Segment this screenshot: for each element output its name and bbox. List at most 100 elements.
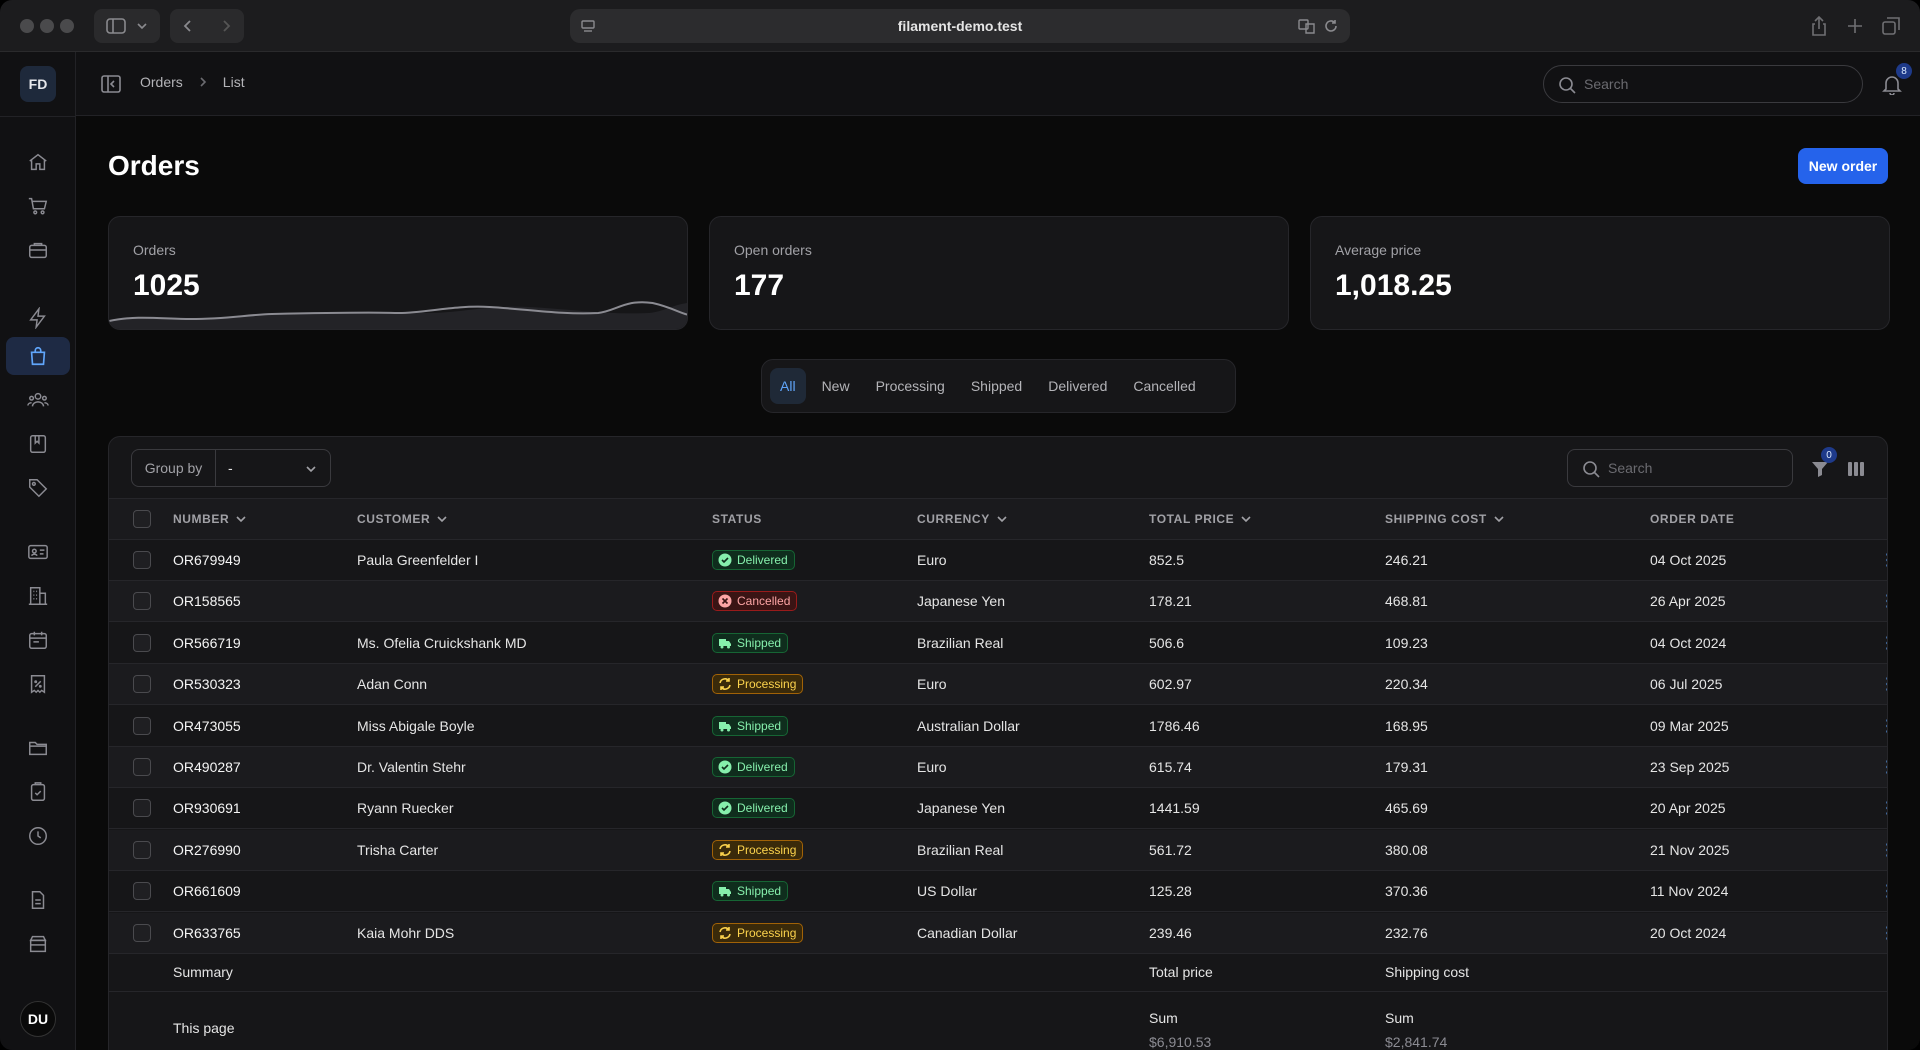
home-icon [29,153,47,171]
nav-shop[interactable] [6,187,70,225]
order-number: OR473055 [173,717,241,734]
table-row[interactable]: OR473055 Miss Abigale Boyle Shipped Austral… [109,706,1887,747]
status-badge: Delivered [712,798,795,819]
row-checkbox[interactable] [133,799,151,818]
brand-logo[interactable]: FD [20,66,56,102]
table-search-input[interactable]: Search [1567,449,1793,487]
table-row[interactable]: OR276990 Trisha Carter Processing Brazilian… [109,829,1888,871]
bell-icon[interactable] [1881,73,1903,95]
column-customer[interactable]: CUSTOMER [357,512,448,526]
nav-files[interactable] [6,729,70,767]
nav-discounts[interactable] [6,665,70,703]
row-checkbox[interactable] [133,592,151,611]
close-window-button[interactable] [20,19,34,33]
group-by-select[interactable]: Group by - [131,449,331,487]
summary-label: Summary [173,964,233,980]
nav-contacts[interactable] [6,533,70,571]
global-search-input[interactable]: Search [1543,65,1863,103]
order-date: 06 Jul 2025 [1650,676,1723,693]
row-actions-icon[interactable] [1879,551,1888,569]
new-tab-icon[interactable] [1844,15,1866,37]
column-number[interactable]: NUMBER [173,512,247,526]
nav-history[interactable] [6,817,70,855]
sidebar-toggle-button[interactable] [94,9,160,43]
table-row[interactable]: OR661609 Shipped US Dollar 125.28 370.36 11 N… [109,871,1888,913]
tab-shipped[interactable]: Shipped [970,378,1023,394]
table-row[interactable]: OR930691 Ryann Ruecker Delivered Japanese Y… [109,788,1888,830]
forward-icon[interactable] [219,19,233,33]
nav-companies[interactable] [6,577,70,615]
shipping-cost: 468.81 [1385,593,1428,610]
back-icon[interactable] [181,19,195,33]
row-actions-icon[interactable] [1879,634,1888,652]
order-number: OR661609 [173,883,241,900]
summary-shipping-label: Shipping cost [1385,964,1470,980]
tab-all[interactable]: All [770,368,806,404]
table-row[interactable]: OR530323 Adan Conn Processing Euro 602.97 220… [109,664,1888,706]
row-checkbox[interactable] [133,840,151,859]
nav-tags[interactable] [6,469,70,507]
nav-customers[interactable] [6,381,70,419]
table-row[interactable]: OR566719 Ms. Ofelia Cruickshank MD Shipped… [109,623,1887,664]
columns-icon[interactable] [1846,459,1866,479]
nav-blog[interactable] [6,425,70,463]
row-checkbox[interactable] [133,675,151,694]
row-actions-icon[interactable] [1879,924,1888,942]
user-avatar[interactable]: DU [20,1001,56,1037]
breadcrumb-orders[interactable]: Orders [140,74,183,90]
row-actions-icon[interactable] [1879,882,1888,900]
tab-delivered[interactable]: Delivered [1048,378,1108,394]
column-total-price[interactable]: TOTAL PRICE [1149,512,1252,526]
tab-processing[interactable]: Processing [875,378,945,394]
row-actions-icon[interactable] [1879,717,1888,735]
address-bar[interactable]: filament-demo.test [570,9,1350,43]
table-row[interactable]: OR633765 Kaia Mohr DDS Processing Canadian … [109,912,1888,954]
new-order-button[interactable]: New order [1798,148,1888,184]
nav-documents[interactable] [6,881,70,919]
row-actions-icon[interactable] [1879,799,1888,817]
nav-events[interactable] [6,621,70,659]
share-icon[interactable] [1808,15,1830,37]
column-currency[interactable]: CURRENCY [917,512,1008,526]
row-checkbox[interactable] [133,923,151,942]
truck-icon [718,884,732,898]
tab-overview-icon[interactable] [1880,15,1902,37]
row-actions-icon[interactable] [1879,841,1888,859]
order-date: 04 Oct 2024 [1650,634,1727,651]
tab-new[interactable]: New [821,378,850,394]
row-actions-icon[interactable] [1879,758,1888,776]
zoom-window-button[interactable] [60,19,74,33]
shipping-cost: 109.23 [1385,634,1428,651]
nav-briefcase[interactable] [6,231,70,269]
status-badge: Shipped [712,715,789,736]
row-checkbox[interactable] [133,882,151,901]
table-row[interactable]: OR679949 Paula Greenfelder I Delivered Euro… [109,540,1887,581]
select-all-checkbox[interactable] [133,510,151,528]
row-actions-icon[interactable] [1879,592,1888,610]
collapse-sidebar-icon[interactable] [100,73,122,95]
tab-cancelled[interactable]: Cancelled [1133,378,1196,394]
row-checkbox[interactable] [133,758,151,776]
minimize-window-button[interactable] [40,19,54,33]
row-checkbox[interactable] [133,633,151,652]
nav-orders[interactable] [6,337,70,375]
group-by-value[interactable]: - [216,450,330,486]
nav-activity[interactable] [6,299,70,337]
row-checkbox[interactable] [133,716,151,735]
filter-icon[interactable] [1810,459,1830,479]
row-checkbox[interactable] [133,551,151,569]
nav-tasks[interactable] [6,773,70,811]
table-row[interactable]: OR490287 Dr. Valentin Stehr Delivered Euro 6… [109,747,1887,788]
nav-dashboard[interactable] [6,143,70,181]
reload-icon[interactable] [1324,19,1338,33]
nav-archive[interactable] [6,925,70,963]
url-text: filament-demo.test [897,18,1023,34]
currency: Japanese Yen [917,800,1005,817]
history-nav [170,9,244,43]
table-row[interactable]: OR158565 Cancelled Japanese Yen 178.21 468.8… [109,581,1888,623]
row-actions-icon[interactable] [1879,675,1888,693]
page-settings-icon[interactable] [580,18,596,34]
status-label: Delivered [737,553,788,567]
translate-icon[interactable] [1298,18,1316,34]
column-shipping-cost[interactable]: SHIPPING COST [1385,512,1505,526]
